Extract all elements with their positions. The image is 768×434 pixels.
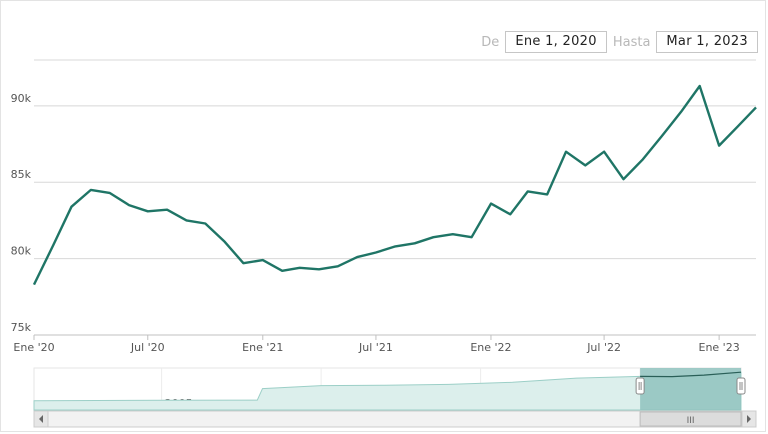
x-tick-label: Jul '21	[358, 341, 393, 354]
data-point	[545, 192, 549, 196]
y-tick-label: 80k	[11, 245, 32, 258]
data-point	[698, 84, 702, 88]
data-point	[583, 163, 587, 167]
range-from-input[interactable]: Ene 1, 2020	[505, 31, 607, 53]
data-point	[431, 235, 435, 239]
data-point	[146, 209, 150, 213]
data-point	[32, 283, 36, 287]
y-tick-label: 90k	[11, 92, 32, 105]
data-point	[602, 150, 606, 154]
x-tick-label: Ene '23	[699, 341, 740, 354]
data-point	[393, 244, 397, 248]
navigator-handle-right[interactable]	[736, 377, 746, 395]
y-tick-label: 85k	[11, 168, 32, 181]
data-point	[165, 208, 169, 212]
range-selector: De Ene 1, 2020 Hasta Mar 1, 2023	[481, 30, 758, 54]
navigator-selected-line	[640, 371, 742, 378]
data-point	[717, 144, 721, 148]
navigator-selected-range[interactable]	[640, 368, 741, 410]
range-from-label: De	[481, 34, 500, 50]
data-point	[451, 232, 455, 236]
series-line	[32, 84, 757, 286]
x-tick-label: Jul '22	[586, 341, 621, 354]
data-point	[621, 177, 625, 181]
data-point	[736, 124, 740, 128]
data-point	[51, 243, 55, 247]
data-point	[754, 105, 758, 109]
data-point	[127, 203, 131, 207]
x-tick-label: Ene '21	[242, 341, 283, 354]
data-point	[413, 241, 417, 245]
data-point	[508, 212, 512, 216]
data-point	[223, 240, 227, 244]
x-tick-label: Ene '22	[470, 341, 511, 354]
data-point	[336, 264, 340, 268]
data-point	[641, 157, 645, 161]
data-point	[660, 134, 664, 138]
data-point	[317, 267, 321, 271]
scroll-right-arrow-icon	[747, 415, 751, 423]
data-point	[374, 251, 378, 255]
scrollbar-thumb[interactable]	[639, 411, 742, 427]
data-point	[108, 191, 112, 195]
range-to-input[interactable]: Mar 1, 2023	[656, 31, 758, 53]
y-tick-label: 75k	[11, 321, 32, 334]
scrollbar-grip-icon: III	[687, 416, 695, 426]
data-point	[89, 188, 93, 192]
data-point	[679, 110, 683, 114]
scroll-left-arrow-icon	[39, 415, 43, 423]
data-point	[564, 150, 568, 154]
data-point	[241, 261, 245, 265]
data-point	[261, 258, 265, 262]
data-point	[203, 221, 207, 225]
x-tick-label: Jul '20	[130, 341, 165, 354]
data-point	[298, 266, 302, 270]
data-point	[489, 202, 493, 206]
data-point	[355, 255, 359, 259]
navigator-handle-left[interactable]	[635, 377, 645, 395]
data-point	[526, 189, 530, 193]
x-tick-label: Ene '20	[13, 341, 54, 354]
range-to-label: Hasta	[612, 34, 651, 50]
data-point	[70, 205, 74, 209]
data-point	[470, 235, 474, 239]
data-point	[185, 218, 189, 222]
data-point	[280, 269, 284, 273]
